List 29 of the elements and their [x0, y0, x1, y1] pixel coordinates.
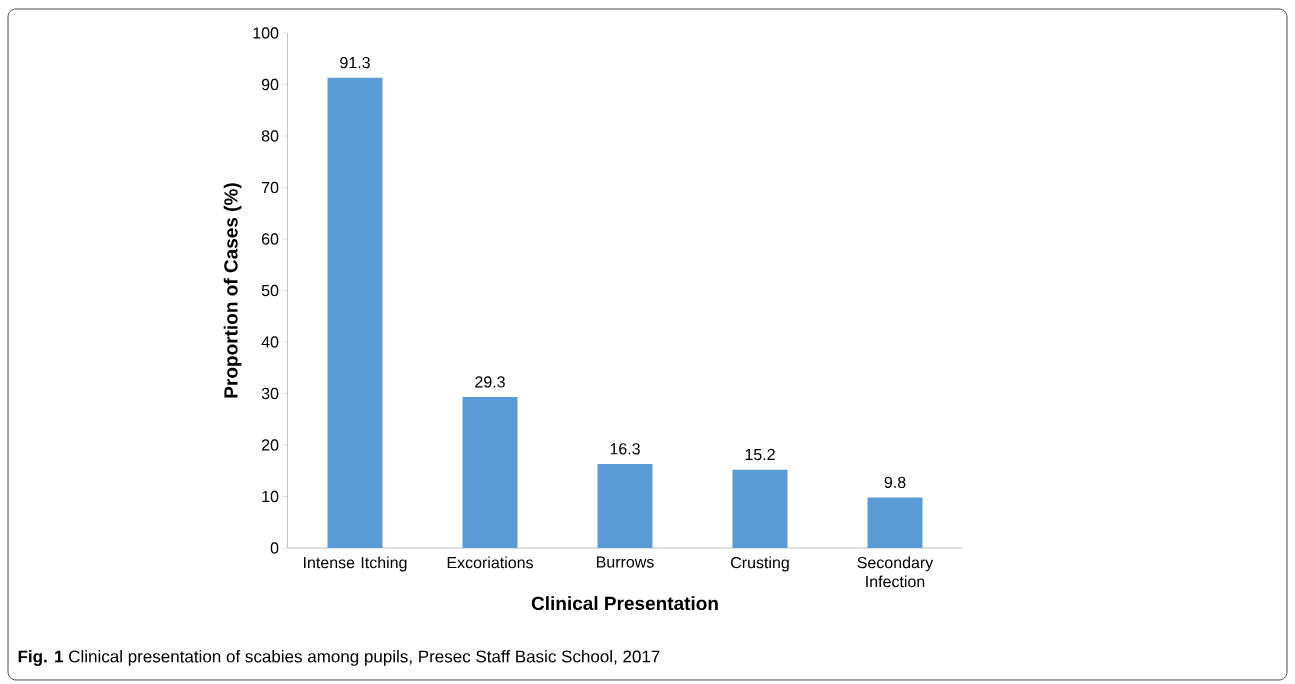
data-label: 15.2: [745, 448, 775, 461]
data-label: 9.8: [884, 476, 906, 488]
y-tick-label: 40: [261, 336, 279, 348]
y-tick-label: 20: [261, 439, 279, 451]
x-tick-label: Burrows: [596, 556, 654, 568]
y-tick-label: 50: [261, 284, 279, 297]
y-tick-label: 10: [262, 490, 279, 503]
y-tick-label: 0: [270, 542, 279, 554]
text: Fig. 1 Clinical presentation of scabies among pupils, Presec Staff Basic School, 2017: [18, 650, 660, 666]
bar: [597, 464, 653, 548]
y-tick-label: 30: [261, 387, 279, 400]
bar: [327, 77, 383, 548]
x-tick-label: Intense Itching: [304, 556, 407, 572]
y-tick-label: 70: [261, 181, 279, 194]
data-label: 29.3: [475, 376, 505, 388]
bar: [867, 497, 923, 548]
y-tick-label: 60: [261, 233, 279, 245]
y-tick-label: 80: [261, 130, 279, 142]
bar: [462, 397, 518, 548]
y-axis-title: Proportion of Cases (%): [223, 183, 242, 398]
data-label: 91.3: [340, 56, 370, 69]
y-tick-label: 90: [261, 78, 279, 91]
x-tick-label: Secondary Infection: [857, 556, 934, 588]
x-axis-title: Clinical Presentation: [531, 596, 718, 611]
bar: [732, 469, 788, 548]
data-label: 16.3: [610, 443, 640, 455]
x-tick-label: Crusting: [731, 556, 789, 572]
y-tick-label: 100: [253, 27, 279, 39]
x-tick-label: Excoriations: [447, 556, 533, 569]
